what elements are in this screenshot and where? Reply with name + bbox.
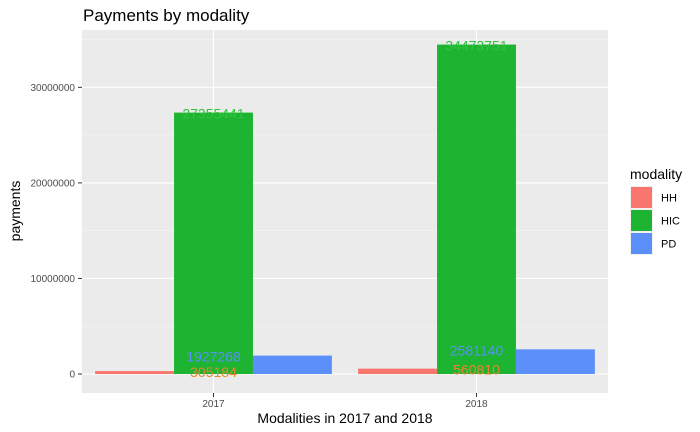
bar-pd-2017 bbox=[252, 355, 332, 374]
y-tick-label: 0 bbox=[69, 370, 75, 381]
legend: modality HH HIC PD bbox=[630, 166, 682, 255]
bar-hh-2018 bbox=[358, 368, 438, 374]
legend-label-hh: HH bbox=[661, 193, 677, 205]
bar-hic-2018 bbox=[437, 44, 516, 374]
bar-hh-2017 bbox=[95, 371, 175, 374]
x-tick-label: 2018 bbox=[465, 399, 488, 410]
y-tick-label: 10000000 bbox=[31, 274, 76, 285]
legend-swatch-hic bbox=[631, 210, 652, 231]
data-label-pd-2018: 2581140 bbox=[450, 342, 504, 358]
y-tick-label: 30000000 bbox=[31, 83, 76, 94]
y-tick-label: 20000000 bbox=[31, 178, 76, 189]
legend-label-pd: PD bbox=[661, 239, 676, 251]
legend-title: modality bbox=[630, 166, 682, 182]
data-label-pd-2017: 1927268 bbox=[186, 349, 241, 365]
data-label-hic-2018: 34473751 bbox=[445, 38, 508, 54]
bar-hic-2017 bbox=[174, 112, 253, 374]
bar-pd-2018 bbox=[515, 349, 595, 374]
bars bbox=[95, 44, 595, 374]
chart-title: Payments by modality bbox=[83, 6, 250, 25]
legend-swatch-pd bbox=[631, 233, 652, 254]
data-label-hic-2017: 27355441 bbox=[182, 106, 245, 122]
legend-swatch-hh bbox=[631, 187, 652, 208]
data-label-hh-2018: 560810 bbox=[453, 362, 500, 378]
x-axis-label: Modalities in 2017 and 2018 bbox=[257, 410, 432, 426]
x-axis: 2017 2018 bbox=[202, 393, 488, 410]
data-labels: 305184 560810 27355441 34473751 1927268 25811… bbox=[182, 38, 508, 380]
plot-panel bbox=[82, 30, 608, 393]
y-axis-label: payments bbox=[7, 181, 23, 242]
y-axis: 0 10000000 20000000 30000000 bbox=[31, 83, 82, 381]
x-tick-label: 2017 bbox=[202, 399, 225, 410]
data-label-hh-2017: 305184 bbox=[190, 364, 237, 380]
legend-label-hic: HIC bbox=[661, 216, 680, 228]
